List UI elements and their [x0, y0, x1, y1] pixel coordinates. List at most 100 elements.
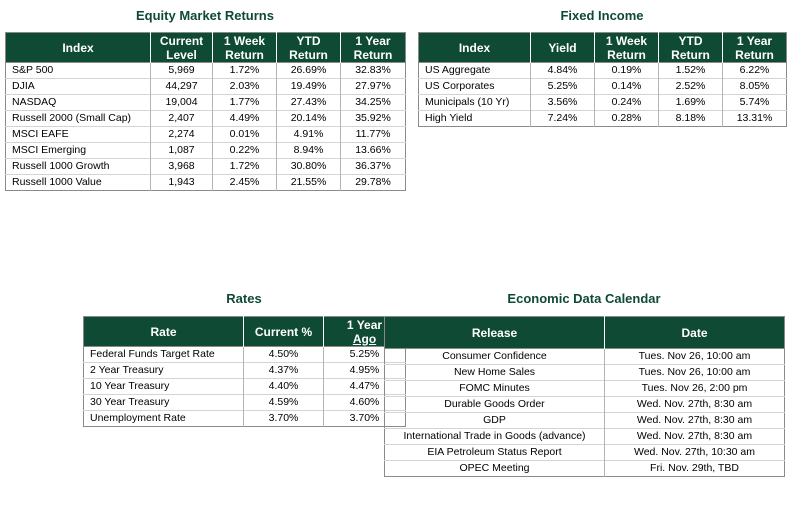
fixed-income-panel: Fixed Income Index Yield 1 Week Return Y…	[418, 5, 787, 127]
equity-body: S&P 500 5,969 1.72% 26.69% 32.83% DJIA 44,297 2…	[5, 62, 406, 191]
equity-row-cell: 2,274	[150, 126, 213, 143]
equity-row-cell: DJIA	[5, 78, 151, 95]
fixed-income-row-cell: 3.56%	[530, 94, 595, 111]
rates-row: Unemployment Rate 3.70% 3.70%	[83, 410, 406, 427]
fixed-income-row-cell: 5.25%	[530, 78, 595, 95]
calendar-row: GDP Wed. Nov. 27th, 8:30 am	[384, 412, 785, 429]
calendar-body: Consumer Confidence Tues. Nov 26, 10:00 a…	[384, 348, 785, 477]
rates-row: 10 Year Treasury 4.40% 4.47%	[83, 378, 406, 395]
rates-row-cell: 4.37%	[243, 362, 324, 379]
equity-row-cell: Russell 2000 (Small Cap)	[5, 110, 151, 127]
fixed-income-row-cell: 13.31%	[722, 110, 787, 127]
equity-row-cell: 1.72%	[212, 62, 277, 79]
calendar-row: OPEC Meeting Fri. Nov. 29th, TBD	[384, 460, 785, 477]
fixed-income-row-cell: 0.14%	[594, 78, 659, 95]
fi-col-year: 1 Year Return	[722, 32, 787, 63]
calendar-row-cell: Consumer Confidence	[384, 348, 605, 365]
equity-row-cell: 2.03%	[212, 78, 277, 95]
equity-row-cell: Russell 1000 Growth	[5, 158, 151, 175]
fixed-income-row-cell: 2.52%	[658, 78, 723, 95]
equity-row-cell: 0.01%	[212, 126, 277, 143]
rates-header-row: Rate Current % 1 Year Ago	[83, 316, 406, 347]
calendar-table: Release Date Consumer Confidence Tues. No…	[384, 316, 785, 477]
equity-row-cell: 1.72%	[212, 158, 277, 175]
calendar-row-cell: GDP	[384, 412, 605, 429]
equity-row: DJIA 44,297 2.03% 19.49% 27.97%	[5, 78, 406, 95]
equity-row: NASDAQ 19,004 1.77% 27.43% 34.25%	[5, 94, 406, 111]
calendar-row-cell: Fri. Nov. 29th, TBD	[604, 460, 785, 477]
rates-col-year-ago-line1: 1 Year	[346, 317, 383, 332]
equity-row-cell: NASDAQ	[5, 94, 151, 111]
rates-col-current: Current %	[243, 316, 324, 347]
equity-row-cell: 36.37%	[340, 158, 406, 175]
rates-row: Federal Funds Target Rate 4.50% 5.25%	[83, 346, 406, 363]
fixed-income-row-cell: Municipals (10 Yr)	[418, 94, 531, 111]
equity-row-cell: 29.78%	[340, 174, 406, 191]
equity-row-cell: 1,943	[150, 174, 213, 191]
fixed-income-row: Municipals (10 Yr) 3.56% 0.24% 1.69% 5.74%	[418, 94, 787, 111]
equity-row: Russell 1000 Growth 3,968 1.72% 30.80% 36.37…	[5, 158, 406, 175]
equity-row: Russell 2000 (Small Cap) 2,407 4.49% 20.14%…	[5, 110, 406, 127]
equity-col-level: Current Level	[150, 32, 213, 63]
calendar-row-cell: Wed. Nov. 27th, 8:30 am	[604, 428, 785, 445]
rates-row-cell: 4.40%	[243, 378, 324, 395]
calendar-row-cell: Wed. Nov. 27th, 10:30 am	[604, 444, 785, 461]
calendar-row-cell: OPEC Meeting	[384, 460, 605, 477]
fixed-income-body: US Aggregate 4.84% 0.19% 1.52% 6.22% US Corpo…	[418, 62, 787, 127]
calendar-panel: Economic Data Calendar Release Date Cons…	[384, 288, 785, 477]
calendar-row: Durable Goods Order Wed. Nov. 27th, 8:30 …	[384, 396, 785, 413]
fi-col-index: Index	[418, 32, 531, 63]
rates-title: Rates	[226, 291, 262, 306]
rates-row-cell: 2 Year Treasury	[83, 362, 244, 379]
equity-title: Equity Market Returns	[136, 8, 274, 23]
calendar-row-cell: International Trade in Goods (advance)	[384, 428, 605, 445]
equity-row-cell: 4.91%	[276, 126, 341, 143]
fixed-income-row-cell: 6.22%	[722, 62, 787, 79]
rates-body: Federal Funds Target Rate 4.50% 5.25% 2 Yea…	[83, 346, 406, 427]
fixed-income-row-cell: 0.24%	[594, 94, 659, 111]
fixed-income-header-row: Index Yield 1 Week Return YTD Return 1 Y…	[418, 32, 787, 63]
calendar-row: EIA Petroleum Status Report Wed. Nov. 27t…	[384, 444, 785, 461]
equity-row-cell: MSCI Emerging	[5, 142, 151, 159]
calendar-row-cell: FOMC Minutes	[384, 380, 605, 397]
equity-row-cell: 11.77%	[340, 126, 406, 143]
calendar-row-cell: New Home Sales	[384, 364, 605, 381]
fixed-income-row-cell: High Yield	[418, 110, 531, 127]
equity-row-cell: 4.49%	[212, 110, 277, 127]
rates-row-cell: Unemployment Rate	[83, 410, 244, 427]
equity-header-row: Index Current Level 1 Week Return YTD Re…	[5, 32, 406, 63]
fixed-income-title: Fixed Income	[560, 8, 644, 23]
fixed-income-row-cell: 8.18%	[658, 110, 723, 127]
equity-row-cell: 8.94%	[276, 142, 341, 159]
rates-panel: Rates Rate Current % 1 Year Ago Federal F…	[83, 288, 406, 427]
calendar-col-release: Release	[384, 316, 605, 349]
rates-row-cell: 10 Year Treasury	[83, 378, 244, 395]
equity-row-cell: 26.69%	[276, 62, 341, 79]
equity-row-cell: 21.55%	[276, 174, 341, 191]
rates-table: Rate Current % 1 Year Ago Federal Funds T…	[83, 316, 406, 427]
fixed-income-row-cell: 1.69%	[658, 94, 723, 111]
calendar-row-cell: Tues. Nov 26, 10:00 am	[604, 348, 785, 365]
fixed-income-table: Index Yield 1 Week Return YTD Return 1 Y…	[418, 32, 787, 127]
fixed-income-row: US Aggregate 4.84% 0.19% 1.52% 6.22%	[418, 62, 787, 79]
fi-col-yield: Yield	[530, 32, 595, 63]
calendar-header-row: Release Date	[384, 316, 785, 349]
equity-col-ytd: YTD Return	[276, 32, 341, 63]
fixed-income-row-cell: 0.28%	[594, 110, 659, 127]
equity-row: MSCI Emerging 1,087 0.22% 8.94% 13.66%	[5, 142, 406, 159]
equity-col-index: Index	[5, 32, 151, 63]
equity-row-cell: 30.80%	[276, 158, 341, 175]
equity-row-cell: 0.22%	[212, 142, 277, 159]
calendar-row-cell: Tues. Nov 26, 2:00 pm	[604, 380, 785, 397]
calendar-row-cell: EIA Petroleum Status Report	[384, 444, 605, 461]
equity-row-cell: 32.83%	[340, 62, 406, 79]
equity-row-cell: 34.25%	[340, 94, 406, 111]
fixed-income-row-cell: 0.19%	[594, 62, 659, 79]
fi-col-ytd: YTD Return	[658, 32, 723, 63]
calendar-title: Economic Data Calendar	[507, 291, 661, 306]
calendar-row-cell: Durable Goods Order	[384, 396, 605, 413]
fixed-income-row: US Corporates 5.25% 0.14% 2.52% 8.05%	[418, 78, 787, 95]
equity-row-cell: 27.43%	[276, 94, 341, 111]
calendar-col-date: Date	[604, 316, 785, 349]
equity-row-cell: 2.45%	[212, 174, 277, 191]
